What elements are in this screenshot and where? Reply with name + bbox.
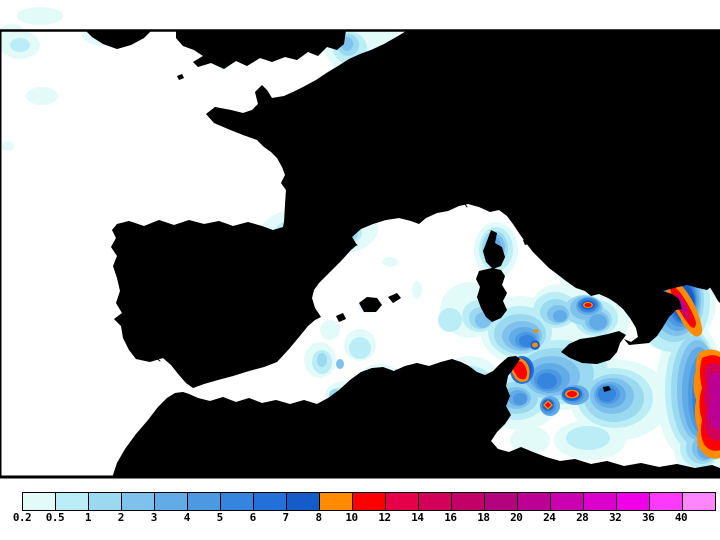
colorbar-label: 36 bbox=[641, 511, 655, 524]
colorbar-swatch-0.2 bbox=[23, 493, 55, 510]
colorbar-label: 7 bbox=[282, 511, 290, 524]
colorbar-label: 18 bbox=[477, 511, 490, 524]
colorbar-swatch-20 bbox=[517, 493, 550, 510]
colorbar-label: 8 bbox=[315, 511, 323, 524]
colorbar-swatch-28 bbox=[583, 493, 616, 510]
colorbar-swatch-4 bbox=[187, 493, 220, 510]
precip-colorbar-labels: 0.2 0.5 1 2 3 4 5 6 7 8 10 12 14 16 18 20 24 28 32 36 40 bbox=[0, 511, 720, 529]
colorbar-label: 16 bbox=[444, 511, 457, 524]
colorbar-swatch-5 bbox=[220, 493, 253, 510]
country-borders bbox=[116, 30, 720, 477]
colorbar-swatch-14 bbox=[418, 493, 451, 510]
colorbar-swatch-40 bbox=[682, 493, 715, 510]
colorbar-label: 28 bbox=[576, 511, 589, 524]
colorbar-swatch-1 bbox=[88, 493, 121, 510]
colorbar-swatch-18 bbox=[484, 493, 517, 510]
precip-level-20-magenta bbox=[680, 300, 720, 429]
colorbar-swatch-0.5 bbox=[55, 493, 88, 510]
colorbar-label: 32 bbox=[609, 511, 622, 524]
colorbar-label: 12 bbox=[378, 511, 391, 524]
colorbar-swatch-3 bbox=[154, 493, 187, 510]
colorbar-label: 1 bbox=[84, 511, 92, 524]
map-frame bbox=[0, 29, 720, 479]
colorbar-label: 5 bbox=[216, 511, 224, 524]
colorbar-swatch-16 bbox=[451, 493, 484, 510]
colorbar-label: 20 bbox=[510, 511, 523, 524]
colorbar-label: 0.5 bbox=[45, 511, 65, 524]
colorbar-swatch-8 bbox=[319, 493, 352, 510]
colorbar-label: 24 bbox=[543, 511, 556, 524]
colorbar-swatch-36 bbox=[649, 493, 682, 510]
colorbar-label: 3 bbox=[150, 511, 158, 524]
colorbar-swatch-2 bbox=[121, 493, 154, 510]
colorbar-swatch-12 bbox=[385, 493, 418, 510]
colorbar-swatch-32 bbox=[616, 493, 649, 510]
colorbar-label: 4 bbox=[183, 511, 191, 524]
colorbar-label: 2 bbox=[117, 511, 125, 524]
colorbar-label: 6 bbox=[249, 511, 257, 524]
colorbar-swatch-24 bbox=[550, 493, 583, 510]
colorbar-swatch-10 bbox=[352, 493, 385, 510]
colorbar-label: 10 bbox=[345, 511, 358, 524]
colorbar-label: 40 bbox=[674, 511, 688, 524]
colorbar-label: 0.2 bbox=[12, 511, 32, 524]
colorbar-swatch-6 bbox=[253, 493, 286, 510]
map-dots bbox=[534, 75, 611, 88]
precip-colorbar bbox=[22, 492, 716, 511]
colorbar-swatch-7 bbox=[286, 493, 319, 510]
colorbar-label: 14 bbox=[411, 511, 424, 524]
